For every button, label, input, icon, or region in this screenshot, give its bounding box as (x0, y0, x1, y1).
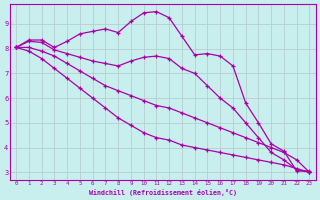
X-axis label: Windchill (Refroidissement éolien,°C): Windchill (Refroidissement éolien,°C) (89, 189, 237, 196)
